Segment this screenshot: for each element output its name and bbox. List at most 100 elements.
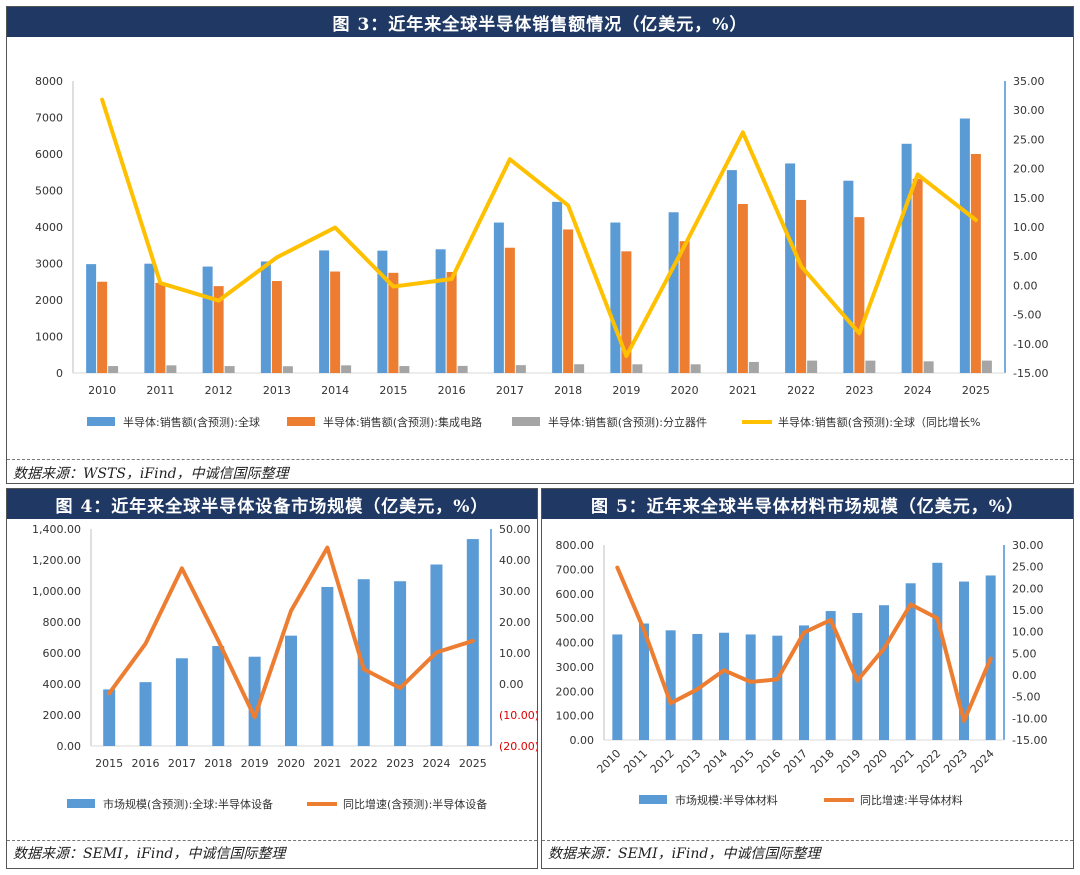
y-right-tick-label: 15.00 (1012, 604, 1044, 617)
x-category-label: 2021 (313, 757, 341, 770)
x-category-label: 2015 (728, 747, 757, 776)
y-right-tick-label: 20.00 (1012, 582, 1044, 595)
y-left-tick-label: 4000 (35, 221, 63, 234)
bar-1 (175, 658, 188, 746)
legend-label: 半导体:销售额(含预测):分立器件 (548, 415, 707, 429)
y-right-tick-label: 10.00 (1012, 626, 1044, 639)
x-category-label: 2018 (204, 757, 232, 770)
legend-label: 半导体:销售额(含预测):全球 (123, 415, 260, 429)
bar-1 (879, 605, 889, 740)
y-left-tick-label: 100.00 (556, 710, 595, 723)
y-left-tick-label: 500.00 (556, 612, 595, 625)
bar-3 (748, 361, 759, 373)
bar-1 (202, 266, 213, 373)
bar-1 (321, 586, 334, 746)
line-point (909, 602, 913, 606)
x-category-label: 2022 (350, 757, 378, 770)
y-left-tick-label: 0.00 (57, 740, 82, 753)
line-point (398, 686, 402, 690)
line-series (100, 97, 978, 359)
bar-1 (612, 634, 623, 740)
y-left-tick-label: 200.00 (556, 685, 595, 698)
y-left-tick-label: 1,400.00 (32, 523, 81, 536)
bar-3 (399, 366, 410, 373)
bar-3 (865, 360, 876, 373)
line-point (802, 631, 806, 635)
bar-2 (737, 204, 748, 373)
figure-4-title: 图 4：近年来全球半导体设备市场规模（亿美元，%） (7, 489, 537, 519)
y-left-tick-label: 700.00 (556, 563, 595, 576)
bar-1 (665, 630, 676, 740)
bar-3 (341, 365, 352, 373)
line-point (799, 264, 803, 268)
bar-1 (932, 562, 943, 740)
bar-1 (610, 222, 621, 373)
figure-4-chart: 0.00 200.00 400.00 600.00 800.00 1,000.00 1,20… (32, 523, 537, 811)
x-category-label: 2024 (968, 747, 997, 776)
bar-1 (799, 625, 809, 740)
bar-1 (435, 249, 446, 373)
line-point (855, 679, 859, 683)
y-left-tick-label: 400.00 (43, 678, 82, 691)
line-point (434, 650, 438, 654)
legend-label: 市场规模:半导体材料 (675, 793, 778, 807)
x-category-label: 2022 (914, 747, 943, 776)
bar-2 (504, 247, 515, 373)
bar-1 (959, 118, 970, 373)
line-point (683, 244, 687, 248)
x-category-label: 2023 (386, 757, 414, 770)
bar-1 (212, 646, 225, 746)
x-category-label: 2015 (95, 757, 123, 770)
x-category-label: 2015 (379, 384, 407, 397)
x-category-label: 2021 (888, 747, 917, 776)
bar-1 (726, 170, 737, 373)
y-right-tick-label: 30.00 (499, 585, 531, 598)
x-category-label: 2014 (701, 747, 730, 776)
figure-3-chart: 0 1000 2000 3000 4000 5000 6000 7000 8000 -15.00 -… (35, 75, 1048, 429)
bar-1 (394, 581, 407, 746)
figure-5-title: 图 5：近年来全球半导体材料市场规模（亿美元，%） (542, 489, 1073, 519)
x-category-label: 2013 (263, 384, 291, 397)
line-point (508, 157, 512, 161)
line-point (217, 299, 221, 303)
x-category-label: 2019 (612, 384, 640, 397)
y-left-tick-label: 1000 (35, 331, 63, 344)
y-right-tick-label: -10.00 (1012, 712, 1047, 725)
line-point (741, 130, 745, 134)
y-left-tick-label: 800.00 (43, 616, 82, 629)
x-category-label: 2019 (834, 747, 863, 776)
y-right-tick-label: 30.00 (1013, 104, 1045, 117)
bar-2 (446, 272, 457, 373)
line-point (722, 668, 726, 672)
x-category-label: 2017 (781, 747, 810, 776)
line-point (289, 609, 293, 613)
figure-4-source: 数据来源：SEMI，iFind，中诚信国际整理 (13, 846, 286, 862)
legend-swatch (287, 417, 315, 426)
bar-1 (825, 611, 836, 740)
bar-3 (108, 366, 119, 373)
bar-1 (668, 212, 679, 373)
bar-3 (807, 360, 818, 373)
line-point (566, 203, 570, 207)
bar-1 (430, 564, 443, 746)
y-left-tick-label: 0.00 (570, 734, 595, 747)
bar-1 (319, 250, 330, 373)
bar-3 (282, 366, 293, 373)
bar-1 (285, 635, 297, 746)
line-point (216, 639, 220, 643)
bar-3 (224, 366, 235, 373)
x-category-label: 2020 (671, 384, 699, 397)
line-point (333, 226, 337, 230)
y-left-tick-label: 3000 (35, 258, 63, 271)
y-right-tick-label: -15.00 (1012, 734, 1047, 747)
bar-2 (388, 272, 399, 373)
x-category-label: 2024 (904, 384, 932, 397)
x-category-label: 2023 (941, 747, 970, 776)
y-right-tick-label: 50.00 (499, 523, 531, 536)
line-point (180, 566, 184, 570)
line-point (829, 618, 833, 622)
x-category-label: 2020 (277, 757, 305, 770)
x-category-label: 2016 (132, 757, 160, 770)
x-category-label: 2025 (459, 757, 487, 770)
bar-3 (574, 364, 585, 373)
